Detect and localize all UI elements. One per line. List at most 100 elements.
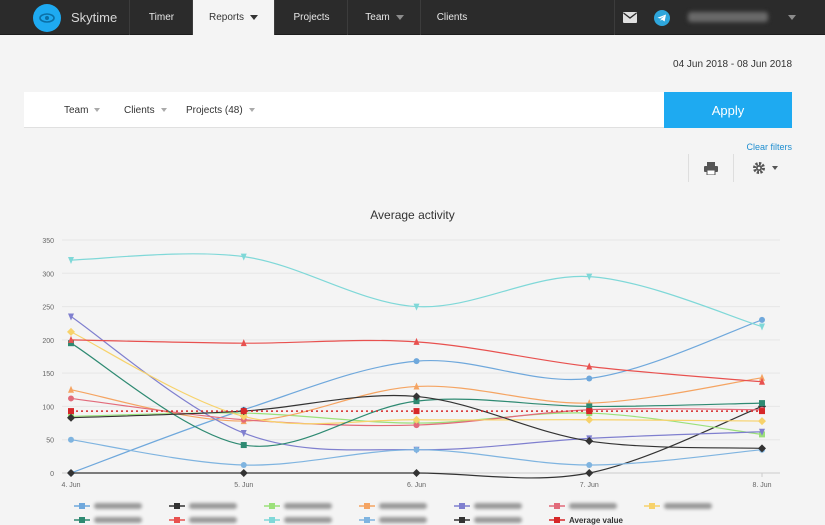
data-point (413, 408, 420, 415)
legend-item[interactable] (264, 502, 359, 510)
data-point (68, 340, 74, 347)
data-point (586, 408, 593, 415)
legend-symbol (644, 503, 660, 509)
data-point (68, 256, 74, 264)
data-point (239, 469, 248, 477)
data-point (240, 408, 247, 415)
data-point (412, 469, 421, 477)
legend-label-redacted (284, 503, 332, 509)
data-point (68, 335, 74, 343)
data-point (240, 339, 247, 347)
data-point (586, 462, 593, 469)
nav-item-team[interactable]: Team (349, 0, 421, 35)
projects-filter[interactable]: Projects (48) (186, 92, 255, 128)
telegram-icon[interactable] (648, 0, 676, 35)
data-point (239, 412, 248, 421)
legend-label-redacted (379, 517, 427, 523)
y-tick-label: 250 (42, 305, 54, 312)
chevron-down-icon (160, 108, 167, 112)
data-point (67, 413, 75, 422)
data-point (68, 408, 74, 415)
date-range[interactable]: 04 Jun 2018 - 08 Jun 2018 (673, 59, 792, 70)
legend-symbol (74, 517, 90, 523)
legend-row (74, 500, 794, 512)
nav-item-label: Team (365, 12, 390, 23)
data-point (759, 373, 765, 381)
legend-symbol (454, 517, 470, 523)
legend-symbol (359, 503, 375, 509)
legend-symbol (264, 503, 280, 509)
y-tick-label: 300 (42, 271, 54, 278)
legend-label-redacted (664, 503, 712, 509)
chevron-down-icon (94, 108, 101, 112)
legend-marker (364, 503, 370, 509)
mail-icon[interactable] (614, 0, 644, 35)
data-point (412, 415, 421, 424)
team-filter[interactable]: Team (64, 92, 101, 128)
data-point (240, 442, 247, 449)
legend-marker (554, 503, 560, 509)
data-point (68, 436, 74, 443)
legend-item[interactable]: Average value (549, 516, 644, 525)
filter-label: Team (64, 104, 89, 116)
clear-filters-link[interactable]: Clear filters (746, 142, 792, 152)
legend-item[interactable] (169, 516, 264, 524)
legend-item[interactable] (264, 516, 359, 524)
x-tick-label: 7. Jun (580, 482, 599, 489)
apply-button[interactable]: Apply (664, 92, 792, 128)
legend-label-redacted (189, 503, 237, 509)
data-point (759, 428, 765, 436)
activity-line-chart: 0 50 100 150 200 250 300 350 4. Jun 5. Jun 6. Jun 7… (42, 238, 780, 489)
nav-item-label: Clients (436, 12, 468, 23)
legend-item[interactable] (454, 502, 549, 510)
legend-item[interactable] (644, 502, 739, 510)
legend-symbol (74, 503, 90, 509)
settings-gear-icon[interactable] (748, 154, 782, 182)
chart-legend: Average value (74, 500, 794, 525)
logo-icon (33, 3, 61, 32)
legend-item[interactable] (169, 502, 264, 510)
legend-label: Average value (569, 515, 623, 525)
nav-item-timer[interactable]: Timer (131, 0, 193, 35)
legend-item[interactable] (454, 516, 549, 524)
data-point (585, 469, 594, 477)
toolbar-divider (733, 154, 734, 182)
legend-item[interactable] (359, 502, 454, 510)
brand-name: Skytime (71, 10, 118, 25)
nav-item-clients[interactable]: Clients (421, 0, 483, 35)
user-name-redacted[interactable] (688, 12, 768, 22)
data-point (413, 382, 420, 390)
data-point (240, 430, 247, 438)
legend-marker (459, 503, 465, 509)
nav-item-projects[interactable]: Projects (276, 0, 348, 35)
data-point (413, 398, 420, 405)
filter-label: Clients (124, 104, 155, 116)
legend-label-redacted (474, 503, 522, 509)
legend-item[interactable] (74, 516, 169, 524)
data-point (412, 392, 421, 401)
legend-marker (269, 517, 275, 523)
print-icon[interactable] (698, 154, 724, 182)
legend-marker (649, 503, 655, 509)
data-point (240, 462, 247, 469)
legend-symbol (169, 517, 185, 523)
legend-item[interactable] (359, 516, 454, 524)
nav-item-label: Timer (148, 12, 175, 23)
data-point (585, 415, 594, 424)
clients-filter[interactable]: Clients (124, 92, 167, 128)
data-point (240, 253, 247, 261)
legend-item[interactable] (549, 502, 644, 510)
legend-item[interactable] (74, 502, 169, 510)
brand[interactable]: Skytime (0, 0, 130, 35)
x-tick-label: 5. Jun (234, 482, 253, 489)
x-tick-label: 4. Jun (61, 482, 80, 489)
legend-label-redacted (379, 503, 427, 509)
legend-symbol (359, 517, 375, 523)
x-tick-label: 6. Jun (407, 482, 426, 489)
legend-marker (459, 517, 465, 523)
data-point (759, 323, 765, 331)
data-point (413, 446, 420, 453)
data-point (585, 437, 594, 446)
nav-item-reports[interactable]: Reports (193, 0, 275, 35)
user-menu-chevron-icon[interactable] (788, 15, 796, 20)
